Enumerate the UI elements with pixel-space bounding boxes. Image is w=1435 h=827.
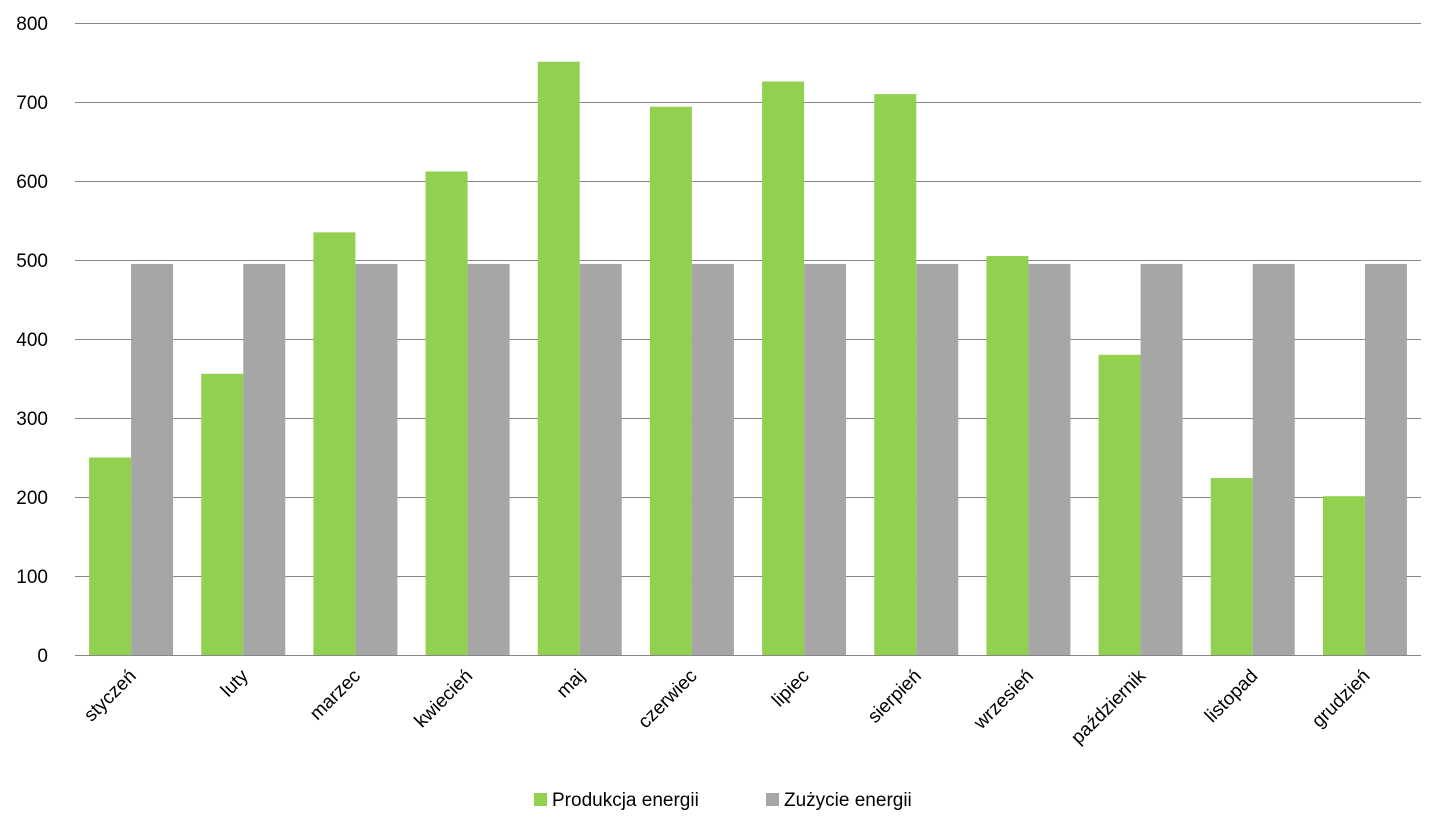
legend-label: Produkcja energii <box>552 790 699 811</box>
y-tick-label: 700 <box>16 93 48 114</box>
y-tick-label: 200 <box>16 488 48 509</box>
x-tick-label: grudzień <box>1308 666 1374 732</box>
bar-consumption <box>1028 263 1071 655</box>
y-tick-label: 400 <box>16 330 48 351</box>
legend-swatch <box>766 793 779 806</box>
x-tick-label: lipiec <box>768 666 813 711</box>
x-tick-label: maj <box>553 666 590 703</box>
x-axis-tick-labels: styczeń luty marzec kwiecień maj czerwiec lipi… <box>80 665 1374 748</box>
bar-consumption <box>467 263 510 655</box>
y-tick-label: 300 <box>16 409 48 430</box>
legend: Produkcja energii Zużycie energii <box>534 790 912 811</box>
bar-consumption <box>804 263 847 655</box>
x-tick-label: wrzesień <box>969 666 1038 735</box>
bar-production <box>313 232 356 655</box>
bar-consumption <box>355 263 398 655</box>
bar-production <box>89 457 132 655</box>
x-tick-label: sierpień <box>864 666 926 728</box>
y-tick-label: 800 <box>16 14 48 35</box>
y-tick-label: 100 <box>16 567 48 588</box>
y-axis-tick-labels: 0 100 200 300 400 500 600 700 800 <box>16 14 48 667</box>
legend-swatch <box>534 793 547 806</box>
legend-label: Zużycie energii <box>784 790 912 811</box>
x-tick-label: listopad <box>1201 666 1262 727</box>
x-tick-label: marzec <box>306 666 365 725</box>
bars <box>89 61 1407 656</box>
bar-production <box>1098 354 1141 655</box>
bar-production <box>762 81 805 655</box>
bar-production <box>649 106 692 656</box>
bar-consumption <box>131 263 174 655</box>
x-tick-label: czerwiec <box>634 666 701 733</box>
bar-production <box>1322 496 1365 655</box>
x-tick-label: styczeń <box>80 666 140 726</box>
bar-production <box>425 171 468 655</box>
y-tick-label: 600 <box>16 172 48 193</box>
bar-production <box>537 61 580 655</box>
y-tick-label: 500 <box>16 251 48 272</box>
bar-consumption <box>916 263 959 655</box>
bar-consumption <box>1140 263 1183 655</box>
bar-production <box>986 256 1029 655</box>
bar-production <box>201 373 244 655</box>
bar-consumption <box>579 263 622 655</box>
gridlines <box>75 23 1421 577</box>
bar-consumption <box>691 263 734 655</box>
x-tick-label: luty <box>217 665 253 701</box>
bar-production <box>874 94 917 656</box>
bar-consumption <box>243 263 286 655</box>
bar-production <box>1210 478 1253 655</box>
y-tick-label: 0 <box>37 646 48 667</box>
x-tick-label: kwiecień <box>411 666 477 732</box>
x-tick-label: październik <box>1067 665 1150 748</box>
bar-consumption <box>1252 263 1295 655</box>
bar-consumption <box>1364 263 1407 655</box>
